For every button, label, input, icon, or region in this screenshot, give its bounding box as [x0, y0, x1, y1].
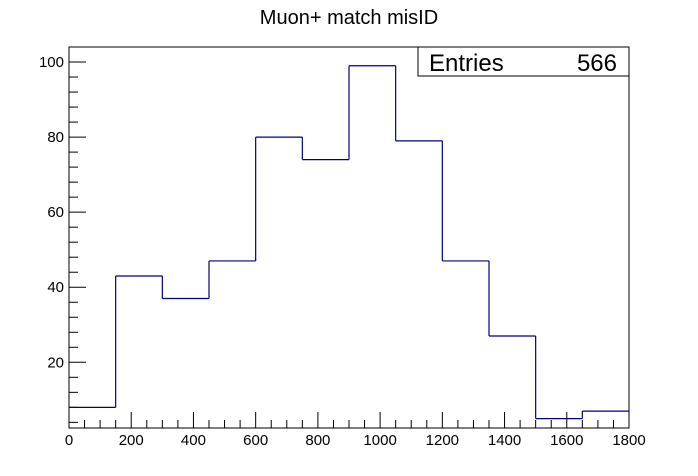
x-tick-label: 0 — [65, 432, 73, 449]
x-tick-label: 600 — [243, 432, 268, 449]
x-tick-label: 1600 — [550, 432, 583, 449]
x-tick-label: 800 — [305, 432, 330, 449]
stats-box: Entries 566 — [417, 46, 630, 77]
histogram-series — [69, 65, 629, 420]
y-tick-label: 20 — [47, 354, 64, 371]
y-tick-label: 60 — [47, 204, 64, 221]
x-tick-label: 200 — [119, 432, 144, 449]
stats-entries-value: 566 — [577, 50, 617, 77]
x-tick-label: 1000 — [363, 432, 396, 449]
x-tick-label: 1800 — [612, 432, 645, 449]
y-tick-label: 100 — [39, 54, 64, 71]
y-tick-label: 80 — [47, 129, 64, 146]
chart-title: Muon+ match misID — [260, 7, 438, 29]
x-axis: 0 200 400 600 800 1000 1200 1400 1600 1800 — [65, 412, 646, 449]
y-axis: 20 40 60 80 100 — [39, 46, 86, 423]
x-tick-label: 1400 — [488, 432, 521, 449]
y-tick-label: 40 — [47, 279, 64, 296]
stats-box-frame — [417, 46, 630, 77]
x-tick-label: 1200 — [426, 432, 459, 449]
x-tick-label: 400 — [181, 432, 206, 449]
stats-entries-label: Entries — [429, 50, 504, 77]
